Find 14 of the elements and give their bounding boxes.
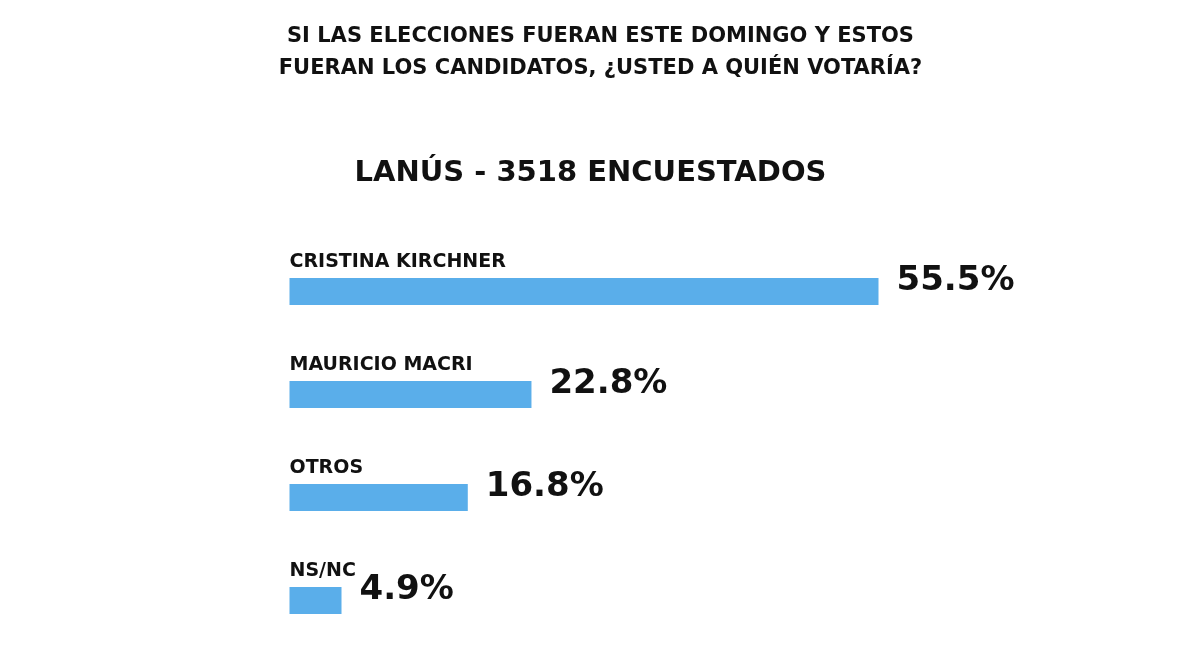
data-label: 22.8% — [549, 360, 668, 401]
bar — [289, 587, 342, 614]
data-label: 55.5% — [896, 257, 1015, 298]
data-label: 16.8% — [485, 463, 604, 504]
data-label: 4.9% — [359, 566, 454, 607]
y-tick-label: OTROS — [289, 454, 364, 477]
chart-subtitle: LANÚS - 3518 ENCUESTADOS — [354, 153, 827, 188]
y-tick-label: CRISTINA KIRCHNER — [289, 248, 507, 271]
y-tick-label: MAURICIO MACRI — [289, 351, 473, 374]
chart-title: SI LAS ELECCIONES FUERAN ESTE DOMINGO Y ESTOS FUERAN LOS CANDIDATOS, ¿USTED A QUIÉN VOTARÍA? — [278, 22, 923, 79]
bar — [289, 381, 532, 408]
y-tick-label: NS/NC — [289, 557, 356, 580]
bar — [289, 278, 879, 305]
bar — [289, 484, 468, 511]
